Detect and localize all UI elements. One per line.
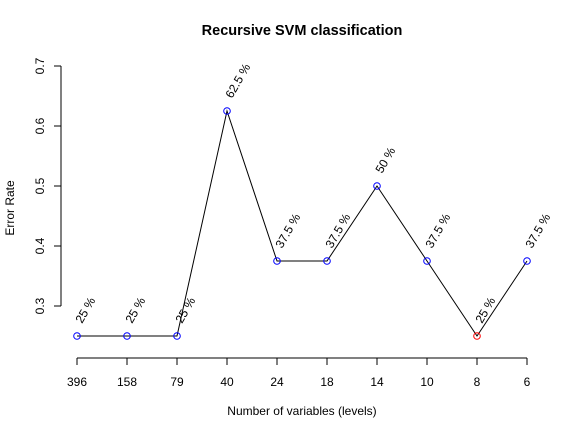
x-tick-label: 6 [524, 375, 531, 389]
data-label: 25 % [172, 295, 198, 326]
x-tick-label: 24 [270, 375, 284, 389]
data-point [73, 332, 81, 340]
y-axis: 0.3 0.4 0.5 0.6 0.7 [33, 57, 62, 314]
data-label: 37.5 % [422, 211, 453, 251]
data-point [223, 107, 231, 115]
data-point [273, 257, 281, 265]
data-label: 25 % [72, 295, 98, 326]
x-tick-label: 79 [170, 375, 184, 389]
x-axis: 396 158 79 40 24 18 14 10 8 6 [67, 357, 531, 389]
data-labels: 25 % 25 % 25 % 62.5 % 37.5 % 37.5 % 50 % 37.5 %… [72, 61, 553, 326]
y-tick-label: 0.6 [33, 117, 47, 134]
x-tick-label: 14 [370, 375, 384, 389]
x-tick-label: 396 [67, 375, 87, 389]
data-label: 25 % [122, 295, 148, 326]
x-tick-label: 158 [117, 375, 137, 389]
chart-title: Recursive SVM classification [202, 23, 403, 39]
y-tick-label: 0.4 [33, 237, 47, 254]
data-point [523, 257, 531, 265]
data-label: 37.5 % [522, 211, 553, 251]
data-point [473, 332, 481, 340]
data-point [323, 257, 331, 265]
data-point [173, 332, 181, 340]
y-tick-label: 0.7 [33, 57, 47, 74]
series-line [77, 109, 528, 337]
x-tick-label: 18 [320, 375, 334, 389]
data-point [123, 332, 131, 340]
data-label: 37.5 % [322, 211, 353, 251]
x-axis-label: Number of variables (levels) [227, 404, 376, 418]
y-tick-label: 0.5 [33, 177, 47, 194]
data-label: 62.5 % [222, 61, 253, 101]
data-points [73, 107, 531, 340]
data-point [423, 257, 431, 265]
y-tick-label: 0.3 [33, 297, 47, 314]
series-line-group [77, 109, 528, 337]
data-label: 37.5 % [272, 211, 303, 251]
x-tick-label: 8 [474, 375, 481, 389]
data-label: 50 % [372, 145, 398, 176]
x-tick-label: 10 [420, 375, 434, 389]
x-tick-label: 40 [220, 375, 234, 389]
data-point [373, 182, 381, 190]
y-axis-label: Error Rate [3, 180, 17, 236]
